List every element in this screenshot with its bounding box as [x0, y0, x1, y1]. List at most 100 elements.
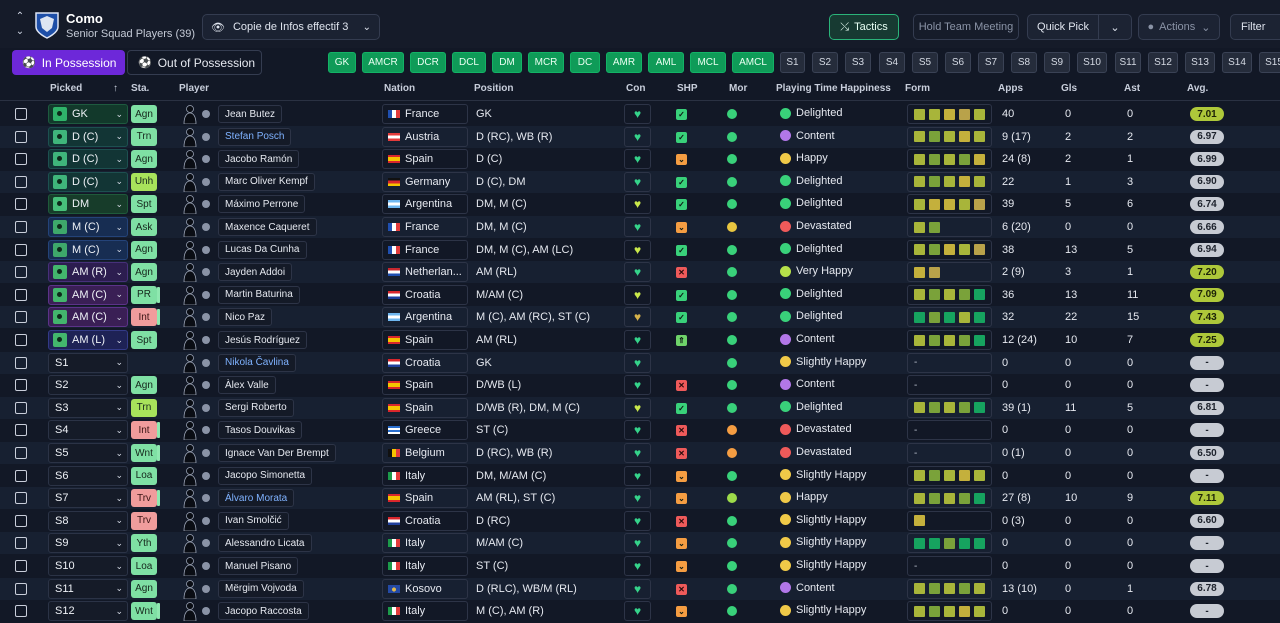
- table-row[interactable]: S7 ⌄ Trv Álvaro Morata Spain AM (RL), ST (C) ♥…: [0, 487, 1280, 510]
- nation-cell[interactable]: France: [382, 239, 468, 260]
- position-chip-gk[interactable]: GK: [328, 52, 356, 73]
- player-info-icon[interactable]: [202, 403, 210, 412]
- row-checkbox[interactable]: [15, 356, 27, 369]
- col-shp[interactable]: SHP: [677, 83, 698, 94]
- player-info-icon[interactable]: [202, 313, 210, 322]
- sub-chip-s7[interactable]: S7: [978, 52, 1004, 73]
- player-info-icon[interactable]: [202, 539, 210, 548]
- table-row[interactable]: S11 ⌄ Agn Mërgim Vojvoda Kosovo D (RLC), WB/M…: [0, 577, 1280, 600]
- sub-chip-s11[interactable]: S11: [1115, 52, 1141, 73]
- player-info-icon[interactable]: [202, 584, 210, 593]
- player-info-icon[interactable]: [202, 358, 210, 367]
- picked-select[interactable]: S10 ⌄: [48, 556, 128, 576]
- player-info-icon[interactable]: [202, 290, 210, 299]
- col-form[interactable]: Form: [905, 83, 930, 94]
- status-badge[interactable]: Trv: [131, 489, 157, 508]
- position-chip-dc[interactable]: DC: [570, 52, 600, 73]
- col-playing-time-happiness[interactable]: Playing Time Happiness: [776, 83, 891, 94]
- hold-team-meeting-button[interactable]: Hold Team Meeting: [913, 14, 1019, 40]
- row-checkbox[interactable]: [15, 537, 27, 550]
- player-info-icon[interactable]: [202, 200, 210, 209]
- picked-select[interactable]: S2 ⌄: [48, 375, 128, 396]
- nation-cell[interactable]: Spain: [382, 488, 468, 509]
- picked-select[interactable]: D (C) ⌄: [48, 171, 128, 192]
- player-name[interactable]: Jesús Rodríguez: [218, 331, 308, 349]
- sub-chip-s4[interactable]: S4: [879, 52, 905, 73]
- status-badge[interactable]: Agn: [131, 376, 157, 395]
- col-player[interactable]: Player: [179, 83, 210, 94]
- picked-select[interactable]: AM (C) ⌄: [48, 284, 128, 305]
- player-info-icon[interactable]: [202, 177, 210, 186]
- status-badge[interactable]: Wnt: [131, 602, 157, 621]
- player-name[interactable]: Jacopo Simonetta: [218, 466, 313, 485]
- sub-chip-s1[interactable]: S1: [780, 52, 805, 73]
- player-info-icon[interactable]: [202, 516, 210, 525]
- position-chip-amcl[interactable]: AMCL: [732, 52, 774, 73]
- picked-select[interactable]: S7 ⌄: [48, 488, 128, 509]
- nation-cell[interactable]: Belgium: [382, 443, 468, 463]
- chevron-down-icon[interactable]: ⌄: [15, 26, 25, 37]
- row-checkbox[interactable]: [15, 266, 27, 279]
- squad-subtitle[interactable]: Senior Squad Players (39): [66, 28, 196, 40]
- table-row[interactable]: S9 ⌄ Yth Alessandro Licata Italy M/AM (C) ♥ ⌄ Sl…: [0, 532, 1280, 555]
- position-chip-dcr[interactable]: DCR: [410, 52, 446, 73]
- player-info-icon[interactable]: [202, 132, 210, 141]
- picked-select[interactable]: S8 ⌄: [48, 510, 128, 531]
- tab-out-of-possession[interactable]: ⚽ Out of Possession: [127, 50, 262, 75]
- status-badge[interactable]: Int: [131, 421, 157, 440]
- table-row[interactable]: AM (L) ⌄ Spt Jesús Rodríguez Spain AM (RL) ♥ ⇑ C…: [0, 329, 1280, 351]
- col-apps[interactable]: Apps: [998, 83, 1023, 94]
- player-name[interactable]: Martin Baturina: [218, 285, 300, 304]
- nation-cell[interactable]: Kosovo: [382, 578, 468, 599]
- row-checkbox[interactable]: [15, 424, 27, 437]
- picked-select[interactable]: AM (C) ⌄: [48, 307, 128, 328]
- table-row[interactable]: S1 ⌄ Nikola Čavlina Croatia GK ♥ Slightly Happ…: [0, 351, 1280, 374]
- status-badge[interactable]: Trn: [131, 127, 157, 146]
- position-chip-amcr[interactable]: AMCR: [362, 52, 404, 73]
- player-info-icon[interactable]: [202, 381, 210, 390]
- status-badge[interactable]: Yth: [131, 534, 157, 553]
- picked-select[interactable]: AM (R) ⌄: [48, 262, 128, 283]
- table-row[interactable]: DM ⌄ Spt Máximo Perrone Argentina DM, M (C) ♥ ✓…: [0, 193, 1280, 215]
- picked-select[interactable]: DM ⌄: [48, 194, 128, 215]
- sub-chip-s5[interactable]: S5: [912, 52, 938, 73]
- table-row[interactable]: GK ⌄ Agn Jean Butez France GK ♥ ✓ Delighted 40 0 0 7…: [0, 103, 1280, 125]
- table-row[interactable]: AM (C) ⌄ PR Martin Baturina Croatia M/AM (C) ♥…: [0, 284, 1280, 306]
- table-row[interactable]: S5 ⌄ Wnt Ignace Van Der Brempt Belgium D (RC)…: [0, 442, 1280, 464]
- col-average-rating[interactable]: Avg.: [1187, 83, 1209, 94]
- row-checkbox[interactable]: [15, 243, 27, 256]
- nation-cell[interactable]: Spain: [382, 330, 468, 350]
- status-badge[interactable]: Spt: [131, 331, 157, 349]
- picked-select[interactable]: S4 ⌄: [48, 420, 128, 441]
- col-condition[interactable]: Con: [626, 83, 646, 94]
- player-name[interactable]: Mërgim Vojvoda: [218, 579, 304, 598]
- nation-cell[interactable]: Argentina: [382, 194, 468, 215]
- sub-chip-s9[interactable]: S9: [1044, 52, 1070, 73]
- nation-cell[interactable]: France: [382, 104, 468, 124]
- status-badge[interactable]: Agn: [131, 240, 157, 259]
- picked-select[interactable]: S3 ⌄: [48, 397, 128, 418]
- row-checkbox[interactable]: [15, 379, 27, 392]
- status-badge[interactable]: Agn: [131, 105, 157, 123]
- table-row[interactable]: D (C) ⌄ Unh Marc Oliver Kempf Germany D (C), …: [0, 170, 1280, 193]
- picked-select[interactable]: D (C) ⌄: [48, 126, 128, 147]
- player-info-icon[interactable]: [202, 268, 210, 277]
- nation-cell[interactable]: Italy: [382, 601, 468, 622]
- view-select[interactable]: 👁 Copie de Infos effectif 3 ⌄: [202, 14, 380, 40]
- row-checkbox[interactable]: [15, 311, 27, 324]
- player-info-icon[interactable]: [202, 471, 210, 480]
- nation-cell[interactable]: Croatia: [382, 284, 468, 305]
- nation-cell[interactable]: Italy: [382, 556, 468, 576]
- picked-select[interactable]: GK ⌄: [48, 104, 128, 124]
- tactics-button[interactable]: ⤯ Tactics: [829, 14, 899, 40]
- sub-chip-s13[interactable]: S13: [1185, 52, 1215, 73]
- col-goals[interactable]: Gls: [1061, 83, 1078, 94]
- status-badge[interactable]: Loa: [131, 466, 157, 485]
- picked-select[interactable]: AM (L) ⌄: [48, 330, 128, 350]
- nation-cell[interactable]: Austria: [382, 126, 468, 147]
- player-info-icon[interactable]: [202, 607, 210, 616]
- table-row[interactable]: S2 ⌄ Agn Àlex Valle Spain D/WB (L) ♥ ✕ Content - 0…: [0, 374, 1280, 396]
- row-checkbox[interactable]: [15, 447, 27, 459]
- position-chip-mcl[interactable]: MCL: [690, 52, 726, 73]
- picked-select[interactable]: M (C) ⌄: [48, 239, 128, 260]
